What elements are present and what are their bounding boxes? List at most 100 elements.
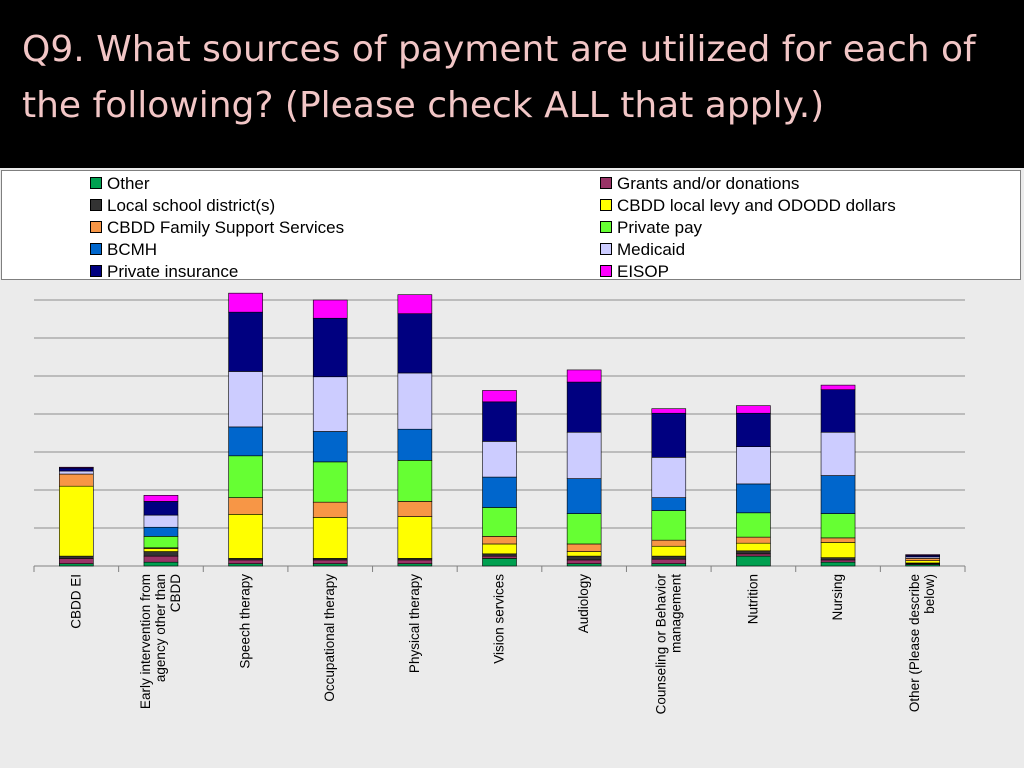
bar-segment-medicaid bbox=[228, 371, 263, 428]
bar-segment-private-pay bbox=[312, 461, 348, 503]
legend-swatch bbox=[90, 177, 102, 189]
bar-segment-cbdd-local-levy-and-ododd-dollars bbox=[905, 560, 940, 564]
bar-segment-other bbox=[736, 555, 771, 567]
bar-segment-grants-and-or-donations bbox=[143, 555, 179, 563]
bar-segment-private-pay bbox=[143, 536, 179, 549]
bar-segment-cbdd-family-support-services bbox=[482, 536, 517, 545]
bar-segment-medicaid bbox=[566, 431, 602, 479]
bar-segment-other bbox=[143, 561, 179, 567]
bar-segment-medicaid bbox=[651, 457, 687, 498]
legend-swatch bbox=[90, 265, 102, 277]
legend-label: CBDD local levy and ODODD dollars bbox=[617, 196, 896, 215]
bar-segment-grants-and-or-donations bbox=[651, 558, 687, 565]
x-tick-label-line: Vision services bbox=[492, 574, 507, 664]
legend-label: EISOP bbox=[617, 262, 669, 281]
legend-swatch bbox=[90, 199, 102, 211]
bar-segment-eisop bbox=[820, 384, 856, 390]
bar-segment-cbdd-local-levy-and-ododd-dollars bbox=[228, 514, 263, 559]
bar-segment-cbdd-local-levy-and-ododd-dollars bbox=[59, 485, 94, 557]
bar-segment-grants-and-or-donations bbox=[736, 553, 771, 557]
x-tick-label: Other (Please describebelow) bbox=[907, 574, 937, 712]
bar-segment-eisop bbox=[312, 299, 348, 319]
bar-segment-private-insurance bbox=[397, 313, 433, 374]
legend-label: Grants and/or donations bbox=[617, 174, 800, 193]
bar-segment-cbdd-family-support-services bbox=[820, 537, 856, 543]
bar-segment-grants-and-or-donations bbox=[482, 555, 517, 559]
legend-swatch bbox=[600, 177, 612, 189]
bar-segment-medicaid bbox=[312, 376, 348, 432]
bar-segment-other bbox=[566, 563, 602, 567]
bar-segment-cbdd-family-support-services bbox=[312, 501, 348, 518]
legend-item-bcmh: BCMH bbox=[90, 239, 157, 261]
bar-segment-local-school-district-s bbox=[820, 557, 856, 561]
x-tick-label-line: agency other than bbox=[153, 574, 168, 682]
bar-segment-private-insurance bbox=[143, 501, 179, 516]
chart-panel: Other Grants and/or donations Local school… bbox=[0, 168, 1024, 768]
bar-segment-cbdd-family-support-services bbox=[228, 497, 263, 515]
bar-segment-other bbox=[820, 561, 856, 567]
stacked-bar-plot: CBDD EI Early intervention fromagency oth… bbox=[33, 292, 966, 715]
bar-segment-private-pay bbox=[482, 507, 517, 537]
legend-item-cbdd-family-support-services: CBDD Family Support Services bbox=[90, 217, 344, 239]
bar-segment-other bbox=[312, 563, 348, 567]
bar-segment-bcmh bbox=[143, 526, 179, 537]
bar-segment-local-school-district-s bbox=[143, 551, 179, 557]
bar-segment-private-insurance bbox=[482, 401, 517, 442]
legend-label: Private insurance bbox=[107, 262, 239, 281]
bar-segment-cbdd-local-levy-and-ododd-dollars bbox=[482, 543, 517, 555]
bar-segment-private-pay bbox=[820, 513, 856, 539]
bar-segment-grants-and-or-donations bbox=[228, 559, 263, 565]
bar-segment-eisop bbox=[228, 292, 263, 313]
x-tick-label-line: Physical therapy bbox=[407, 574, 422, 673]
legend-label: Private pay bbox=[617, 218, 703, 237]
x-tick-label-line: Early intervention from bbox=[138, 574, 153, 709]
bar-segment-private-pay bbox=[397, 460, 433, 502]
bar-segment-bcmh bbox=[566, 478, 602, 514]
bar-segment-medicaid bbox=[820, 431, 856, 476]
legend-swatch bbox=[600, 221, 612, 233]
bar-segment-eisop bbox=[143, 495, 179, 502]
bar-segment-private-insurance bbox=[228, 311, 263, 372]
bar-segment-grants-and-or-donations bbox=[820, 559, 856, 563]
bar-segment-cbdd-local-levy-and-ododd-dollars bbox=[736, 542, 771, 552]
x-tick-label-line: below) bbox=[922, 574, 937, 614]
x-tick-label-line: management bbox=[668, 574, 683, 653]
bar-segment-cbdd-family-support-services bbox=[651, 539, 687, 547]
x-tick-label: Occupational therapy bbox=[322, 574, 337, 702]
slide-title: Q9. What sources of payment are utilized… bbox=[22, 29, 976, 126]
legend-item-medicaid: Medicaid bbox=[600, 239, 685, 261]
x-tick-label: Counseling or Behaviormanagement bbox=[653, 574, 683, 715]
legend-label: Local school district(s) bbox=[107, 196, 276, 215]
legend-swatch bbox=[90, 221, 102, 233]
bar-segment-private-insurance bbox=[566, 381, 602, 433]
bar-segment-grants-and-or-donations bbox=[566, 559, 602, 565]
bar-segment-grants-and-or-donations bbox=[397, 559, 433, 565]
legend-label: CBDD Family Support Services bbox=[107, 218, 345, 237]
x-tick-label-line: Other (Please describe bbox=[907, 574, 922, 712]
bar-segment-private-pay bbox=[651, 510, 687, 541]
bar-segment-medicaid bbox=[482, 441, 517, 478]
legend-swatch bbox=[600, 243, 612, 255]
bar-segment-cbdd-local-levy-and-ododd-dollars bbox=[312, 517, 348, 559]
bar-segment-private-pay bbox=[228, 455, 263, 498]
bar-segment-other bbox=[59, 563, 94, 567]
legend-swatch bbox=[90, 243, 102, 255]
bar-segment-local-school-district-s bbox=[736, 550, 771, 555]
x-tick-label: CBDD EI bbox=[68, 574, 83, 629]
x-tick-label-line: Nutrition bbox=[745, 574, 760, 624]
bar-segment-bcmh bbox=[482, 476, 517, 508]
legend-item-private-insurance: Private insurance bbox=[90, 261, 238, 283]
bar-segment-private-pay bbox=[566, 513, 602, 545]
legend-item-cbdd-local-levy-and-ododd-dollars: CBDD local levy and ODODD dollars bbox=[600, 195, 896, 217]
bar-segment-medicaid bbox=[59, 470, 94, 475]
bar-segment-eisop bbox=[397, 294, 433, 314]
x-tick-label: Early intervention fromagency other than… bbox=[138, 574, 183, 709]
x-tick-label-line: Speech therapy bbox=[238, 574, 253, 669]
legend-swatch bbox=[600, 199, 612, 211]
bar-segment-grants-and-or-donations bbox=[312, 559, 348, 565]
x-tick-label-line: Occupational therapy bbox=[322, 574, 337, 702]
x-tick-label: Vision services bbox=[492, 574, 507, 664]
bar-segment-cbdd-local-levy-and-ododd-dollars bbox=[651, 545, 687, 557]
x-tick-label: Speech therapy bbox=[238, 574, 253, 669]
bar-segment-cbdd-family-support-services bbox=[397, 501, 433, 517]
